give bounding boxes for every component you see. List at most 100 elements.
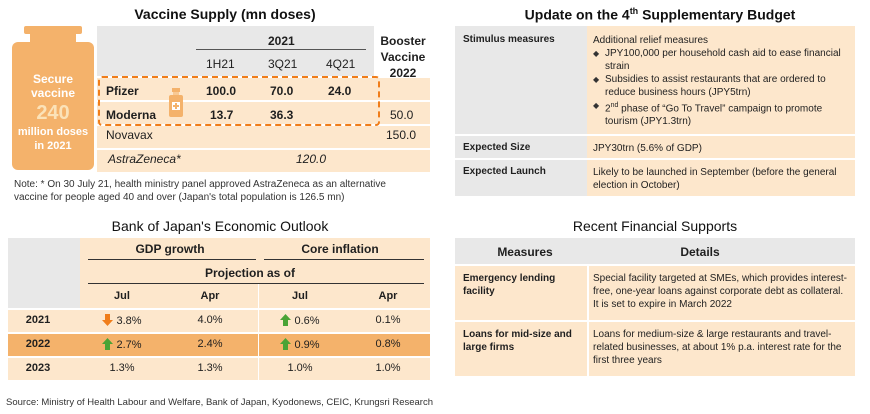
launch-label: Expected Launch <box>463 166 546 177</box>
boj-head-bg <box>80 238 430 308</box>
boj-sub-core-jul: Jul <box>292 290 308 302</box>
moderna-3q21: 36.3 <box>270 108 294 122</box>
stimulus-value: Additional relief measures JPY100,000 pe… <box>593 34 851 128</box>
boj-proj-underline <box>88 283 424 284</box>
moderna-1h21: 13.7 <box>210 108 234 122</box>
boj-value: 0.6% <box>294 315 320 327</box>
boj-2022-gdp-apr: 2.4% <box>180 338 240 350</box>
badge-line1: Secure <box>32 72 74 86</box>
boj-head-gdp: GDP growth <box>135 242 205 256</box>
fin-head-measures: Measures <box>497 245 553 259</box>
vaccine-name-novavax: Novavax <box>106 128 153 142</box>
badge-line2: vaccine <box>30 86 76 100</box>
col-header-1h21: 1H21 <box>206 57 235 71</box>
boj-year-2021: 2021 <box>25 314 51 326</box>
stimulus-intro: Additional relief measures <box>593 35 709 46</box>
fin-row2-value: Loans for medium-size & large restaurant… <box>593 329 842 366</box>
boj-table <box>8 238 430 380</box>
vaccine-vial-icon <box>169 88 183 117</box>
boj-gdp-underline <box>88 259 256 260</box>
arrow-up-icon <box>102 338 114 350</box>
vaccine-row-pfizer-bg <box>97 78 430 100</box>
fin-section-title: Recent Financial Supports <box>572 218 738 234</box>
fin-col-divider <box>587 266 589 376</box>
boj-value: 2.4% <box>197 338 223 350</box>
vaccine-note-line1: Note: * On 30 July 21, health ministry p… <box>14 179 386 190</box>
boj-section-title: Bank of Japan's Economic Outlook <box>111 218 329 234</box>
boj-2021-core-apr: 0.1% <box>358 314 418 326</box>
boj-projection: Projection as of <box>204 266 296 280</box>
vaccine-section-title: Vaccine Supply (mn doses) <box>134 6 316 22</box>
stimulus-b3-sup: nd <box>610 102 619 109</box>
boj-row-2023-bg <box>8 358 430 380</box>
boj-core-underline <box>264 259 424 260</box>
fin-table <box>455 238 855 380</box>
boj-2022-gdp-jul: 2.7% <box>92 338 152 351</box>
boj-year-2022: 2022 <box>25 338 51 350</box>
size-value: JPY30trn (5.6% of GDP) <box>593 143 702 154</box>
boj-2023-core-apr: 1.0% <box>358 362 418 374</box>
boj-head-core: Core inflation <box>301 242 379 256</box>
vaccine-name-moderna: Moderna <box>106 108 157 122</box>
vaccine-table-header-bg <box>97 26 374 76</box>
launch-value: Likely to be launched in September (befo… <box>593 167 837 191</box>
boj-value: 1.3% <box>197 362 223 374</box>
boj-2023-gdp-jul: 1.3% <box>92 362 152 374</box>
boj-sub-gdp-apr: Apr <box>200 290 220 302</box>
vaccine-name-pfizer: Pfizer <box>106 84 139 98</box>
vial-body-shape <box>12 42 94 170</box>
boj-2021-gdp-apr: 4.0% <box>180 314 240 326</box>
budget-title-post: Supplementary Budget <box>638 6 796 23</box>
boj-sub-core-apr: Apr <box>378 290 398 302</box>
stimulus-label: Stimulus measures <box>463 34 555 45</box>
boj-value: 2.7% <box>116 339 142 351</box>
col-header-4q21: 4Q21 <box>326 57 356 71</box>
vaccine-note-line2: vaccine for people aged 40 and over (Jap… <box>14 192 345 203</box>
stimulus-bullet-list: JPY100,000 per household cash aid to eas… <box>593 47 851 128</box>
fin-row1-label: Emergency lending facility <box>463 273 556 297</box>
boj-row-2022-bg <box>8 334 430 356</box>
badge-number: 240 <box>36 102 70 124</box>
booster-header-line2: Vaccine <box>380 50 426 64</box>
arrow-down-icon <box>102 314 114 326</box>
booster-header-line3: 2022 <box>389 66 417 80</box>
col-header-3q21: 3Q21 <box>268 57 298 71</box>
size-label: Expected Size <box>463 142 531 153</box>
booster-header-line1: Booster <box>380 34 426 48</box>
stimulus-bullet-2: Subsidies to assist restaurants that are… <box>593 73 851 99</box>
budget-title-sup: th <box>629 6 639 16</box>
fin-row1-value: Special facility targeted at SMEs, which… <box>593 273 847 310</box>
pfizer-moderna-highlight <box>98 76 380 126</box>
fin-row2-bg <box>455 322 855 376</box>
boj-year-2023: 2023 <box>25 362 51 374</box>
vaccine-year-header: 2021 <box>268 34 295 48</box>
fin-row1-bg <box>455 266 855 320</box>
boj-value: 4.0% <box>197 314 223 326</box>
boj-col-divider <box>258 284 259 380</box>
boj-value: 1.0% <box>375 362 401 374</box>
boj-value: 1.0% <box>287 362 313 374</box>
boj-value: 0.8% <box>375 338 401 350</box>
boj-value: 1.3% <box>109 362 135 374</box>
budget-title-pre: Update on the 4 <box>524 6 630 23</box>
pfizer-4q21: 24.0 <box>328 84 352 98</box>
stimulus-b3-pre: 2 <box>605 103 611 115</box>
boj-value: 0.1% <box>375 314 401 326</box>
fin-head-bg <box>455 238 855 264</box>
stimulus-bullet-1: JPY100,000 per household cash aid to eas… <box>593 47 851 73</box>
budget-size-val-bg <box>587 136 855 158</box>
fin-row2-label: Loans for mid-size and large firms <box>463 329 572 353</box>
budget-launch-val-bg <box>587 160 855 196</box>
vaccine-name-astrazeneca: AstraZeneca* <box>108 152 181 166</box>
boj-2021-core-jul: 0.6% <box>270 314 330 327</box>
boj-2023-core-jul: 1.0% <box>270 362 330 374</box>
boj-row-2021-bg <box>8 310 430 332</box>
arrow-up-icon <box>280 314 292 326</box>
budget-section-title: Update on the 4th Supplementary Budget <box>500 6 820 23</box>
astrazeneca-3q21: 120.0 <box>296 152 327 166</box>
vaccine-row-az-bg <box>97 150 430 172</box>
boj-value: 3.8% <box>116 315 142 327</box>
vial-neck-shape <box>30 32 76 44</box>
moderna-booster: 50.0 <box>390 108 414 122</box>
fin-head-details: Details <box>680 245 720 259</box>
